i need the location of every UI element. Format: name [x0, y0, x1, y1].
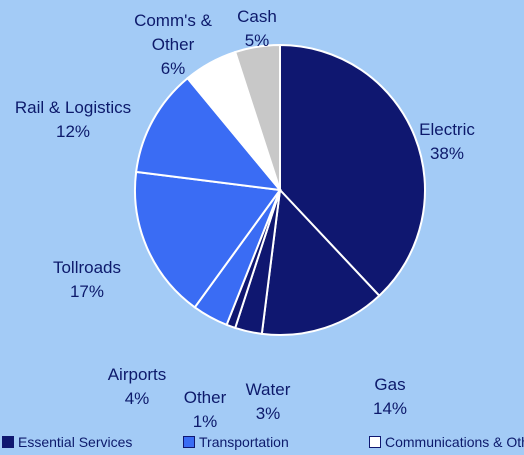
slice-label: Rail & Logistics 12%	[15, 96, 131, 144]
slice-name: Electric	[419, 120, 475, 139]
legend-text: Essential Services	[18, 434, 133, 450]
pie-slice	[233, 43, 281, 191]
slice-name: Tollroads	[52, 258, 122, 277]
slice-label: Airports 4%	[108, 363, 167, 411]
slice-value: 17%	[69, 282, 105, 301]
legend-item: Communications & Other	[369, 434, 524, 450]
slice-value: 14%	[372, 399, 408, 418]
slice-value: 4%	[124, 389, 150, 408]
slice-label: Gas 14%	[373, 373, 407, 421]
slice-label: Tollroads 17%	[53, 256, 121, 304]
slice-name: Cash	[237, 7, 277, 26]
slice-label: Comm's & Other 6%	[128, 9, 218, 81]
pie-slice	[135, 76, 283, 192]
slice-value: 5%	[244, 31, 270, 50]
legend-text: Communications & Other	[385, 434, 524, 450]
legend-text: Transportation	[199, 434, 289, 450]
pie-slice	[260, 187, 381, 336]
legend-swatch	[2, 436, 14, 448]
slice-name: Other	[183, 388, 227, 407]
slice-label: Cash 5%	[237, 5, 277, 53]
legend-swatch	[183, 436, 195, 448]
legend-item: Transportation	[183, 434, 289, 450]
slice-name: Comm's & Other	[134, 11, 212, 54]
legend-item: Essential Services	[2, 434, 132, 450]
slice-value: 3%	[255, 404, 281, 423]
slice-value: 38%	[429, 144, 465, 163]
slice-name: Rail & Logistics	[14, 98, 132, 117]
legend-swatch	[369, 436, 381, 448]
slice-name: Gas	[374, 375, 406, 394]
slice-value: 12%	[55, 122, 91, 141]
pie-slice	[134, 170, 282, 309]
pie-slice	[279, 43, 426, 298]
slice-label: Electric 38%	[419, 118, 475, 166]
slice-value: 6%	[160, 59, 186, 78]
slice-name: Water	[245, 380, 291, 399]
slice-label: Water 3%	[246, 378, 291, 426]
legend: Essential Services Transportation Communic…	[0, 434, 524, 452]
slice-value: 1%	[192, 412, 218, 431]
slice-name: Airports	[107, 365, 167, 384]
slice-label: Other 1%	[184, 386, 227, 434]
